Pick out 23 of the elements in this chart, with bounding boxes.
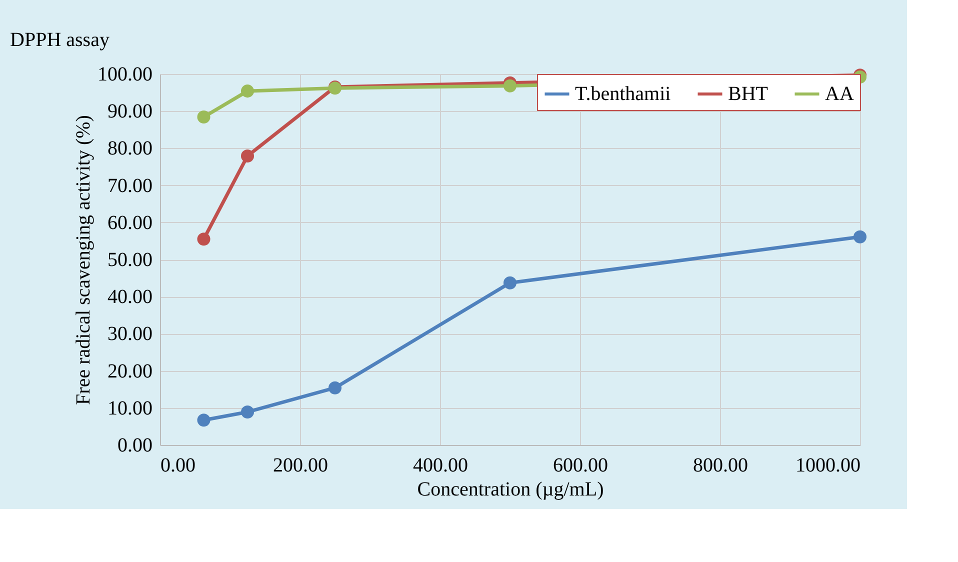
legend-label: AA (825, 83, 854, 105)
legend-label: T.benthamii (575, 83, 672, 105)
x-tick-label: 600.00 (553, 454, 608, 476)
y-tick-label: 10.00 (108, 397, 152, 420)
legend-label: BHT (728, 83, 768, 105)
y-tick-label: 30.00 (108, 323, 152, 346)
y-tick-label: 100.00 (98, 64, 152, 86)
x-tick-label: 200.00 (273, 454, 328, 476)
y-axis-title: Free radical scavenging activity (%) (72, 115, 94, 405)
y-tick-label: 90.00 (108, 100, 152, 123)
x-tick-label: 0.00 (160, 454, 196, 476)
y-tick-label: 50.00 (108, 249, 152, 271)
y-tick-label: 70.00 (108, 174, 152, 197)
y-tick-label: 40.00 (108, 286, 152, 308)
y-tick-label: 60.00 (108, 212, 152, 234)
x-tick-label: 800.00 (693, 454, 748, 476)
chart-title: DPPH assay (10, 29, 110, 51)
y-tick-label: 20.00 (108, 360, 152, 382)
y-tick-label: 80.00 (108, 138, 152, 160)
x-tick-label: 400.00 (413, 454, 468, 476)
x-axis-title: Concentration (µg/mL) (417, 478, 604, 500)
y-tick-label: 0.00 (118, 434, 152, 456)
x-tick-label: 1000.00 (796, 454, 860, 476)
